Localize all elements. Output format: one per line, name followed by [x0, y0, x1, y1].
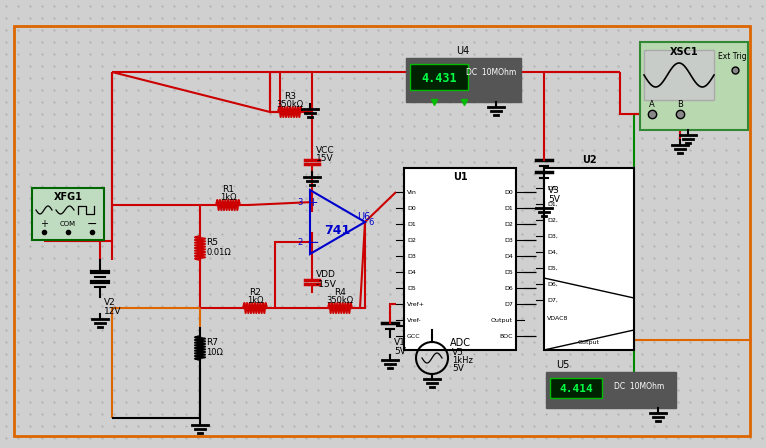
- Text: D4: D4: [504, 254, 513, 258]
- Text: A: A: [649, 99, 655, 108]
- Text: D7,: D7,: [547, 297, 558, 302]
- Text: XFG1: XFG1: [54, 192, 83, 202]
- Bar: [32, 188, 104, 240]
- Text: −: −: [87, 217, 97, 231]
- Text: 5V: 5V: [394, 347, 406, 356]
- Text: R4: R4: [334, 288, 346, 297]
- Text: D3,: D3,: [547, 233, 558, 238]
- Text: D0: D0: [504, 190, 513, 194]
- Text: 4.414: 4.414: [559, 384, 593, 394]
- Text: D3: D3: [407, 254, 416, 258]
- Text: Output: Output: [578, 340, 600, 345]
- Text: U5: U5: [556, 360, 569, 370]
- Text: COM: COM: [60, 221, 76, 227]
- Text: D5,: D5,: [547, 266, 558, 271]
- Bar: [404, 168, 516, 350]
- Text: D1,: D1,: [547, 202, 558, 207]
- Text: V3: V3: [548, 186, 560, 195]
- Text: XSC1: XSC1: [669, 47, 699, 57]
- Text: -15V: -15V: [316, 280, 337, 289]
- Text: V1: V1: [394, 338, 406, 347]
- Text: 2: 2: [298, 237, 303, 246]
- Text: V2: V2: [104, 298, 116, 307]
- Text: Vref-: Vref-: [407, 318, 421, 323]
- Text: +: +: [40, 219, 48, 229]
- Text: 1kΩ: 1kΩ: [247, 296, 264, 305]
- Text: BOC: BOC: [499, 333, 513, 339]
- Text: VDAC8: VDAC8: [547, 315, 568, 320]
- Text: D4,: D4,: [547, 250, 558, 254]
- Text: D6,: D6,: [547, 281, 558, 287]
- Bar: [640, 42, 748, 130]
- Text: D5: D5: [407, 285, 416, 290]
- Text: R5: R5: [206, 237, 218, 246]
- Text: Output: Output: [491, 318, 513, 323]
- Bar: [406, 58, 521, 102]
- Bar: [410, 64, 468, 90]
- Text: B: B: [677, 99, 683, 108]
- Text: U1: U1: [453, 172, 467, 182]
- Text: 741: 741: [324, 224, 350, 237]
- Text: VDD: VDD: [316, 270, 336, 279]
- Bar: [644, 50, 714, 100]
- Text: R3: R3: [284, 91, 296, 100]
- Text: 6: 6: [368, 217, 373, 227]
- Text: V5: V5: [452, 348, 464, 357]
- Text: D7: D7: [504, 302, 513, 306]
- Text: R1: R1: [222, 185, 234, 194]
- Text: −: −: [306, 234, 319, 250]
- Text: ADC: ADC: [450, 338, 470, 348]
- Text: DC  10MOhm: DC 10MOhm: [614, 382, 664, 391]
- Text: R7: R7: [206, 337, 218, 346]
- Text: D4: D4: [407, 270, 416, 275]
- Text: +: +: [308, 195, 319, 208]
- Text: D2: D2: [407, 237, 416, 242]
- Text: 350kΩ: 350kΩ: [326, 296, 354, 305]
- Text: D1: D1: [504, 206, 513, 211]
- Text: U4: U4: [457, 46, 470, 56]
- Text: 0.01Ω: 0.01Ω: [206, 247, 231, 257]
- Text: D5: D5: [504, 270, 513, 275]
- Text: Vref+: Vref+: [407, 302, 425, 306]
- Text: R2: R2: [249, 288, 261, 297]
- Text: 5V: 5V: [548, 195, 560, 204]
- Text: 15V: 15V: [316, 154, 334, 163]
- Text: D0: D0: [407, 206, 416, 211]
- Text: U6: U6: [357, 212, 370, 222]
- Text: Ext Trig: Ext Trig: [718, 52, 747, 60]
- Text: D1: D1: [407, 221, 416, 227]
- Text: 10Ω: 10Ω: [206, 348, 223, 357]
- Text: D3: D3: [504, 237, 513, 242]
- Text: D0,: D0,: [547, 185, 558, 190]
- Text: DC  10MOhm: DC 10MOhm: [466, 68, 516, 77]
- Text: 4.431: 4.431: [421, 72, 457, 85]
- Text: 350kΩ: 350kΩ: [277, 99, 303, 108]
- Text: 12V: 12V: [104, 307, 122, 316]
- Text: 3: 3: [298, 198, 303, 207]
- Text: GCC: GCC: [407, 333, 421, 339]
- Text: 1kΩ: 1kΩ: [220, 193, 236, 202]
- Text: U2: U2: [581, 155, 596, 165]
- Bar: [546, 372, 676, 408]
- Text: VCC: VCC: [316, 146, 335, 155]
- Text: D2: D2: [504, 221, 513, 227]
- Bar: [544, 168, 634, 350]
- Bar: [550, 378, 602, 398]
- Text: D6: D6: [504, 285, 513, 290]
- Text: D2,: D2,: [547, 217, 558, 223]
- Text: 1kHz: 1kHz: [452, 356, 473, 365]
- Text: 5V: 5V: [452, 363, 464, 372]
- Text: Vin: Vin: [407, 190, 417, 194]
